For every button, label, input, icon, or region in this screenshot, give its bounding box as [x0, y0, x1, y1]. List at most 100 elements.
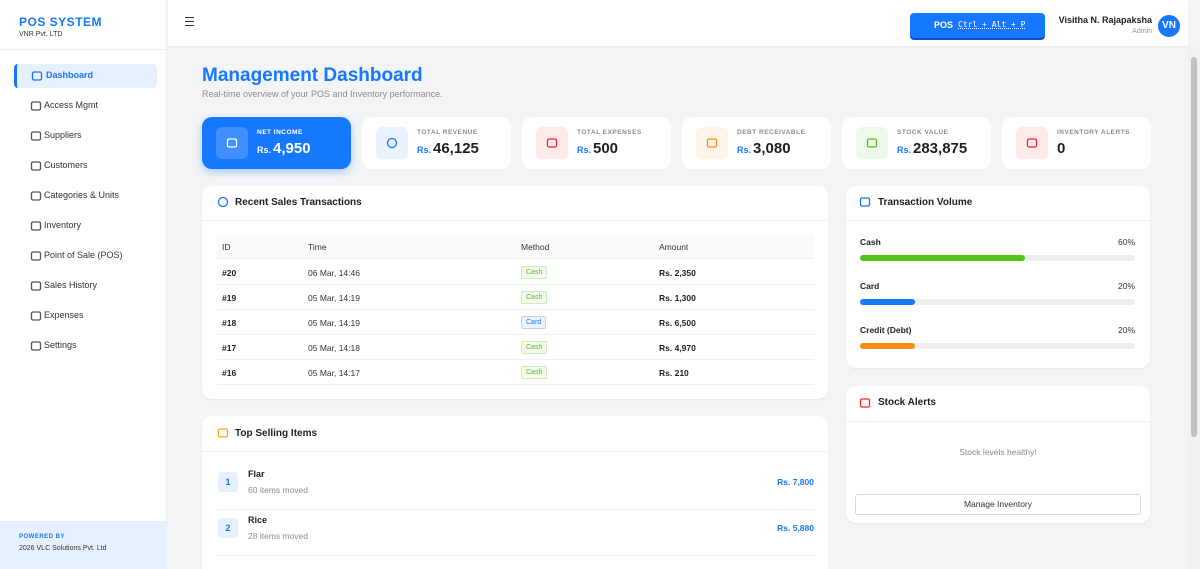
- nav-item[interactable]: Settings: [14, 334, 157, 358]
- item-amount: Rs. 5,880: [777, 523, 814, 533]
- cell-amount: Rs. 210: [659, 368, 689, 378]
- stat-value: 3,080: [753, 140, 791, 157]
- item-moved: 60 items moved: [248, 485, 308, 495]
- method-name: Card: [860, 281, 880, 291]
- icon: [30, 221, 42, 231]
- nav-label: Point of Sale (POS): [44, 250, 123, 260]
- row-divider: [217, 555, 814, 556]
- divider: [846, 421, 1150, 422]
- cell-id: #20: [222, 268, 237, 278]
- icon: [30, 281, 42, 291]
- card: Top Selling Items 1 Flar 60 items moved Rs. …: [202, 416, 828, 569]
- cell-amount: Rs. 2,350: [659, 268, 696, 278]
- icon-shape: [30, 131, 42, 141]
- nav-item[interactable]: Sales History: [14, 274, 157, 298]
- icon: [30, 101, 42, 111]
- cell-time: 05 Mar, 14:19: [308, 293, 360, 303]
- method-name: Credit (Debt): [860, 325, 912, 335]
- method-badge: Cash: [521, 291, 548, 304]
- column-header: Amount: [659, 242, 689, 252]
- sidebar-footer: POWERED BY 2026 VLC Solutions Pvt. Ltd: [0, 521, 167, 569]
- nav-label: Suppliers: [44, 130, 82, 140]
- icon: [217, 196, 229, 208]
- icon-shape: [546, 138, 558, 148]
- stat-label: TOTAL EXPENSES: [577, 129, 642, 136]
- item-amount: Rs. 7,800: [777, 477, 814, 487]
- nav-item[interactable]: Customers: [14, 154, 157, 178]
- card-title: Recent Sales Transactions: [235, 197, 362, 208]
- method-name: Cash: [860, 237, 881, 247]
- icon-shape: [217, 196, 229, 208]
- icon: [1026, 138, 1038, 148]
- column-header: Method: [521, 242, 550, 252]
- progress-track: [860, 255, 1135, 261]
- pos-shortcut: Ctrl + Alt + P: [958, 20, 1026, 29]
- avatar[interactable]: VN: [1158, 15, 1180, 37]
- icon-shape: [859, 197, 871, 207]
- icon: [30, 341, 42, 351]
- row-divider: [217, 509, 814, 510]
- row-divider: [217, 334, 814, 335]
- icon-shape: [866, 138, 878, 148]
- stat-value: 46,125: [433, 140, 479, 157]
- row-divider: [217, 384, 814, 385]
- cell-id: #17: [222, 343, 237, 353]
- nav-label: Access Mgmt: [44, 100, 99, 110]
- stat-currency: Rs.: [577, 145, 592, 155]
- cell-time: 05 Mar, 14:17: [308, 368, 360, 378]
- method-badge: Cash: [521, 266, 548, 279]
- nav-item[interactable]: Suppliers: [14, 124, 157, 148]
- icon: [706, 138, 718, 148]
- stat-label: DEBT RECEIVABLE: [737, 129, 806, 136]
- stat-card: DEBT RECEIVABLE Rs. 3,080: [682, 117, 831, 169]
- icon: [30, 311, 42, 321]
- nav-item[interactable]: Expenses: [14, 304, 157, 328]
- divider: [202, 220, 828, 221]
- cell-time: 05 Mar, 14:19: [308, 318, 360, 328]
- cell-id: #16: [222, 368, 237, 378]
- pos-button[interactable]: POS Ctrl + Alt + P: [910, 13, 1045, 38]
- stat-card: INVENTORY ALERTS 0: [1002, 117, 1151, 169]
- icon-shape: [30, 251, 42, 261]
- stat-icon: [1016, 127, 1048, 159]
- cell-amount: Rs. 1,300: [659, 293, 696, 303]
- stat-currency: Rs.: [897, 145, 912, 155]
- card: Transaction Volume Cash 60% Card 20% Credit (…: [846, 186, 1150, 368]
- icon-shape: [30, 101, 42, 111]
- icon-shape: [217, 428, 229, 438]
- stat-value: 500: [593, 140, 619, 157]
- cell-time: 06 Mar, 14:46: [308, 268, 360, 278]
- page-title: Management Dashboard: [202, 65, 423, 86]
- card: Recent Sales Transactions ID Time Method Amo…: [202, 186, 828, 399]
- menu-icon-line[interactable]: [185, 21, 194, 23]
- menu-icon-line[interactable]: [185, 17, 194, 19]
- stat-card: NET INCOME Rs. 4,950: [202, 117, 351, 169]
- menu-icon-line[interactable]: [185, 25, 194, 27]
- method-percent: 20%: [1117, 281, 1135, 291]
- nav-item[interactable]: Dashboard: [14, 64, 157, 88]
- stat-label: INVENTORY ALERTS: [1057, 129, 1131, 136]
- icon-shape: [706, 138, 718, 148]
- nav-label: Categories & Units: [44, 190, 120, 200]
- item-moved: 28 items moved: [248, 531, 308, 541]
- icon-shape: [31, 71, 43, 81]
- nav-item[interactable]: Inventory: [14, 214, 157, 238]
- nav-item[interactable]: Point of Sale (POS): [14, 244, 157, 268]
- method-badge: Cash: [521, 341, 548, 354]
- stat-icon: [216, 127, 248, 159]
- nav-label: Inventory: [44, 220, 82, 230]
- stat-card: TOTAL EXPENSES Rs. 500: [522, 117, 671, 169]
- stat-card: TOTAL REVENUE Rs. 46,125: [362, 117, 511, 169]
- scroll-thumb: [1191, 57, 1197, 437]
- pos-label: POS: [934, 20, 954, 30]
- method-percent: 60%: [1117, 237, 1135, 247]
- stat-value: 4,950: [273, 140, 311, 157]
- stat-value: 0: [1057, 140, 1066, 157]
- icon-shape: [30, 311, 42, 321]
- nav-label: Dashboard: [46, 70, 94, 80]
- manage-button[interactable]: Manage Inventory: [855, 494, 1141, 515]
- nav-item[interactable]: Categories & Units: [14, 184, 157, 208]
- progress-track: [860, 343, 1135, 349]
- nav-item[interactable]: Access Mgmt: [14, 94, 157, 118]
